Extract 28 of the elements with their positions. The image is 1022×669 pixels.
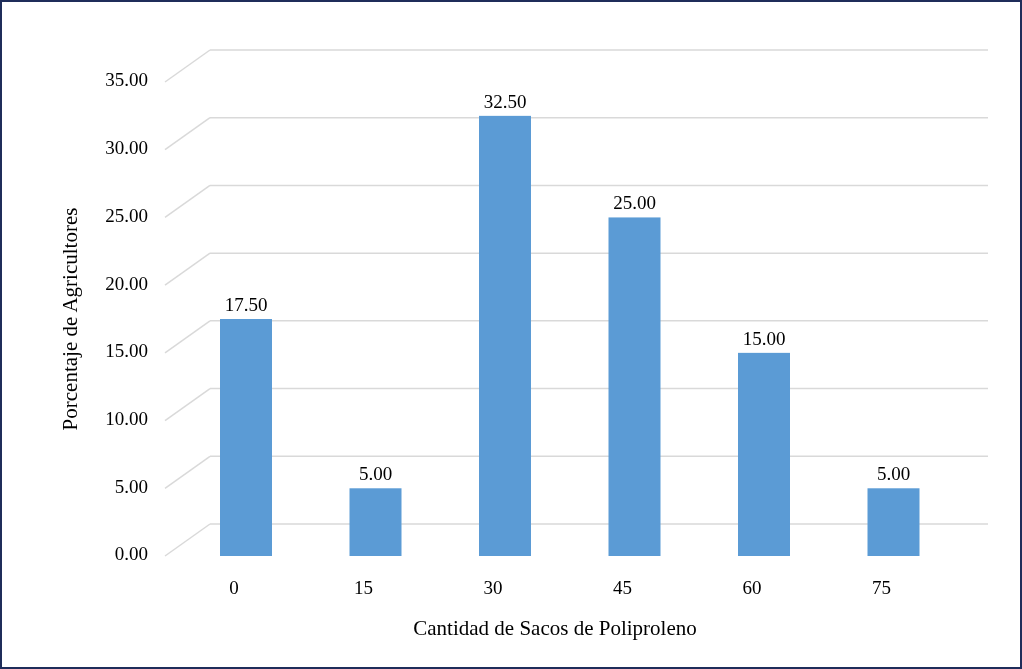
data-label: 5.00 — [876, 463, 911, 485]
x-tick-label: 15 — [354, 577, 373, 599]
x-tick-label: 60 — [742, 577, 762, 599]
data-label: 15.00 — [742, 327, 786, 349]
data-label: 32.50 — [483, 90, 527, 112]
bar — [867, 488, 920, 556]
data-label: 25.00 — [613, 192, 656, 214]
y-tick-label: 35.00 — [105, 69, 148, 91]
x-tick-label: 30 — [483, 577, 503, 599]
bar — [738, 352, 790, 556]
y-tick-label: 25.00 — [105, 204, 148, 226]
data-label: 17.50 — [224, 294, 268, 315]
bar — [608, 217, 661, 556]
x-tick-label: 75 — [872, 577, 891, 599]
bar — [349, 488, 402, 556]
x-tick-label: 45 — [613, 577, 632, 599]
bar — [479, 115, 531, 556]
y-tick-label: 10.00 — [105, 407, 148, 429]
y-tick-label: 20.00 — [105, 272, 148, 294]
x-axis-title: Cantidad de Sacos de Poliproleno — [413, 615, 697, 640]
y-tick-label: 5.00 — [114, 475, 148, 497]
y-tick-label: 30.00 — [105, 137, 148, 159]
y-axis-title: Porcentaje de Agricultores — [57, 207, 82, 431]
bar — [220, 319, 272, 556]
x-tick-label: 0 — [229, 577, 239, 599]
data-label: 5.00 — [358, 463, 393, 485]
y-tick-label: 0.00 — [114, 543, 148, 565]
y-tick-label: 15.00 — [105, 340, 148, 362]
